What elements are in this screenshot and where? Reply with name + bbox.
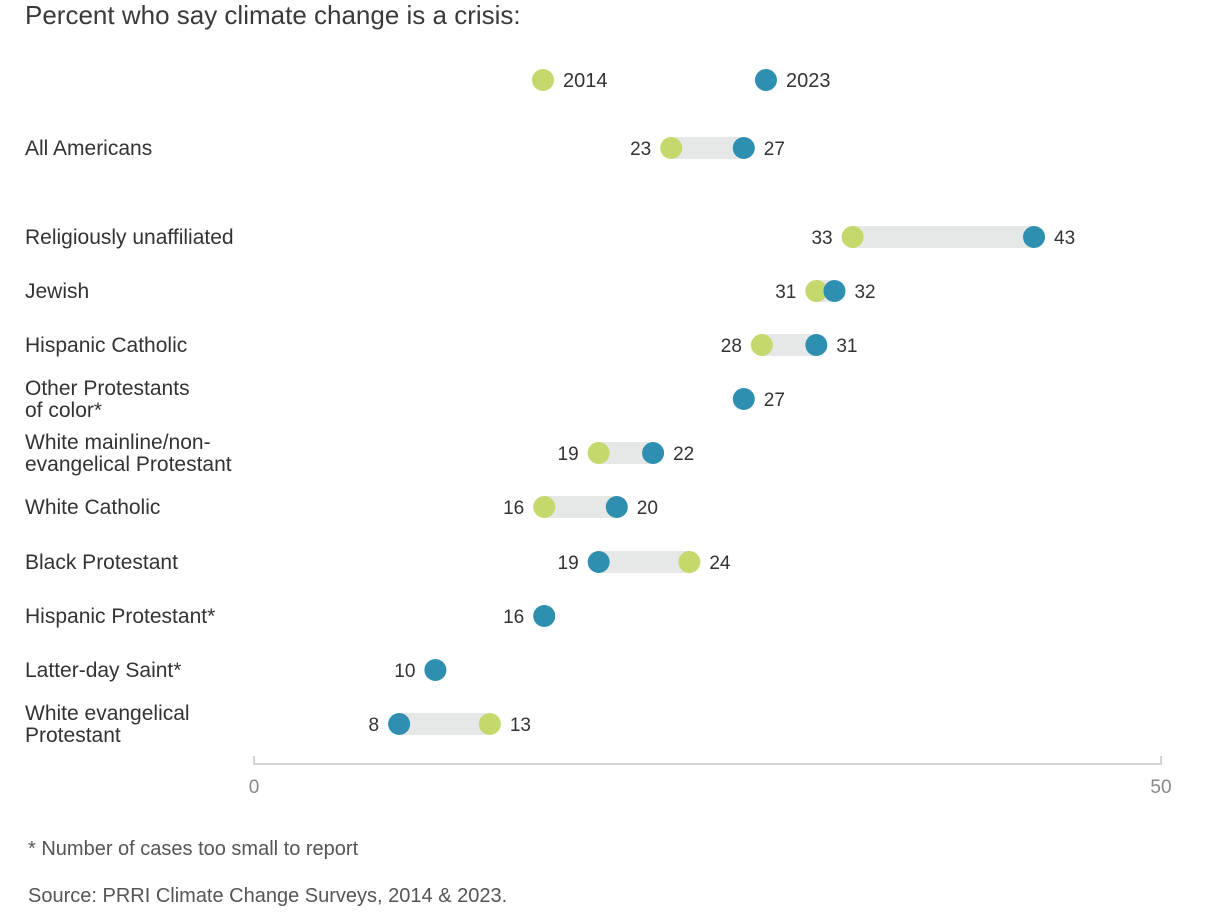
value-label-2023: 22 xyxy=(673,444,694,465)
value-label-2014: 16 xyxy=(503,498,524,519)
value-label-2023: 27 xyxy=(764,139,785,160)
category-label: Black Protestant xyxy=(25,551,178,574)
row-8: Hispanic Protestant* 16 xyxy=(25,605,556,628)
dot-2023 xyxy=(1023,226,1046,248)
dot-2014 xyxy=(678,551,701,573)
value-label-2014: 23 xyxy=(630,139,651,160)
value-label-2023: 10 xyxy=(394,661,415,682)
category-label: Hispanic Protestant* xyxy=(25,605,215,628)
dot-2023 xyxy=(587,551,610,573)
value-label-2014: 31 xyxy=(775,282,796,303)
connector-bar xyxy=(544,496,617,518)
category-label-line: Other Protestants xyxy=(25,377,190,400)
row-10: White evangelical Protestant 8 13 xyxy=(25,702,531,747)
row-5: White mainline/non-evangelical Protestan… xyxy=(25,431,694,476)
dot-2023 xyxy=(642,442,665,464)
value-label-2014: 19 xyxy=(558,444,579,465)
dot-2014 xyxy=(587,442,610,464)
dumbbell-chart: 2014 2023 All Americans 23 27 Religiously un… xyxy=(25,69,1172,798)
row-6: White Catholic 16 20 xyxy=(25,496,658,519)
footnote-note: * Number of cases too small to report xyxy=(28,838,359,860)
category-label: Jewish xyxy=(25,280,89,303)
dot-2023 xyxy=(424,659,447,681)
category-label-line: Protestant xyxy=(25,724,121,747)
dot-2023 xyxy=(805,334,828,356)
row-7: Black Protestant 19 24 xyxy=(25,551,731,574)
connector-bar xyxy=(671,137,744,159)
category-label: Other Protestants of color* xyxy=(25,377,190,422)
value-label-2023: 43 xyxy=(1054,228,1075,249)
value-label-2023: 27 xyxy=(764,390,785,411)
chart-rows: All Americans 23 27 Religiously unaffiliate… xyxy=(25,137,1075,747)
dot-2023 xyxy=(605,496,628,518)
dot-2023 xyxy=(732,388,755,410)
value-label-2014: 13 xyxy=(510,715,531,736)
category-label: All Americans xyxy=(25,137,152,160)
chart-legend: 2014 2023 xyxy=(532,69,831,92)
category-label-line: White evangelical xyxy=(25,702,190,725)
connector-bar xyxy=(852,226,1035,248)
x-axis: 0 50 xyxy=(249,756,1172,798)
value-label-2023: 16 xyxy=(503,607,524,628)
footnote-source: Source: PRRI Climate Change Surveys, 201… xyxy=(28,885,508,907)
legend-label-2014: 2014 xyxy=(563,70,608,92)
x-tick-label: 50 xyxy=(1150,777,1171,798)
row-4: Other Protestants of color* 27 xyxy=(25,377,785,422)
legend-marker-2014 xyxy=(532,69,554,91)
row-9: Latter-day Saint* 10 xyxy=(25,659,447,682)
category-label: White mainline/non-evangelical Protestan… xyxy=(25,431,232,476)
category-label: White Catholic xyxy=(25,496,160,519)
legend-marker-2023 xyxy=(755,69,777,91)
category-label-line: evangelical Protestant xyxy=(25,453,232,476)
row-1: Religiously unaffiliated 33 43 xyxy=(25,226,1075,249)
value-label-2023: 32 xyxy=(854,282,875,303)
category-label-line: of color* xyxy=(25,399,102,422)
dot-2014 xyxy=(750,334,773,356)
value-label-2014: 28 xyxy=(721,336,742,357)
row-3: Hispanic Catholic 28 31 xyxy=(25,334,857,357)
dot-2014 xyxy=(841,226,864,248)
dot-2014 xyxy=(660,137,683,159)
value-label-2023: 20 xyxy=(637,498,658,519)
connector-bar xyxy=(399,713,490,735)
connector-bar xyxy=(598,442,654,464)
dot-2014 xyxy=(478,713,501,735)
dot-2023 xyxy=(388,713,411,735)
value-label-2023: 19 xyxy=(558,553,579,574)
dot-2014 xyxy=(533,496,556,518)
value-label-2023: 31 xyxy=(836,336,857,357)
legend-label-2023: 2023 xyxy=(786,70,831,92)
category-label: Religiously unaffiliated xyxy=(25,226,234,249)
row-2: Jewish 31 32 xyxy=(25,280,876,303)
dot-2023 xyxy=(732,137,755,159)
category-label-line: White mainline/non- xyxy=(25,431,211,454)
dot-2023 xyxy=(533,605,556,627)
chart-title: Percent who say climate change is a cris… xyxy=(25,0,521,30)
row-0: All Americans 23 27 xyxy=(25,137,785,160)
category-label: White evangelical Protestant xyxy=(25,702,190,747)
value-label-2023: 8 xyxy=(369,715,380,736)
x-tick-label: 0 xyxy=(249,777,260,798)
dot-2014 xyxy=(805,280,828,302)
connector-bar xyxy=(761,334,817,356)
category-label: Latter-day Saint* xyxy=(25,659,181,682)
dot-2023 xyxy=(823,280,846,302)
connector-bar xyxy=(598,551,690,573)
value-label-2014: 24 xyxy=(709,553,731,574)
category-label: Hispanic Catholic xyxy=(25,334,187,357)
value-label-2014: 33 xyxy=(811,228,832,249)
